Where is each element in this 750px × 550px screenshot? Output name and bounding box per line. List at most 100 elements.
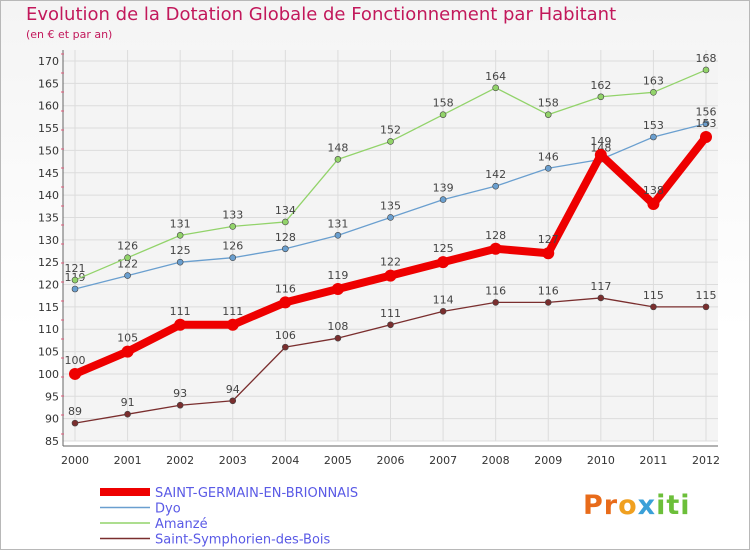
data-point xyxy=(597,294,605,302)
data-point xyxy=(387,321,394,329)
data-label: 142 xyxy=(485,168,506,181)
data-label: 116 xyxy=(538,284,559,297)
data-label: 115 xyxy=(696,289,717,302)
data-point xyxy=(650,88,657,96)
data-point xyxy=(702,66,710,74)
data-label: 126 xyxy=(117,240,138,253)
x-tick-label: 2011 xyxy=(639,454,667,467)
data-label: 116 xyxy=(485,284,506,297)
data-label: 158 xyxy=(538,97,559,110)
data-label: 134 xyxy=(275,204,296,217)
data-label: 91 xyxy=(121,396,135,409)
data-label: 135 xyxy=(380,199,401,212)
y-tick-label: 155 xyxy=(38,122,59,135)
data-point xyxy=(439,196,447,203)
data-point xyxy=(544,111,552,118)
data-point xyxy=(124,254,131,262)
data-point xyxy=(334,232,342,239)
data-point xyxy=(71,276,79,284)
data-point xyxy=(176,401,184,409)
data-point xyxy=(282,343,289,351)
data-point xyxy=(124,410,131,418)
data-label: 111 xyxy=(222,305,243,318)
x-tick-label: 2009 xyxy=(534,454,562,467)
x-tick-label: 2007 xyxy=(429,454,457,467)
data-point xyxy=(492,299,499,306)
data-label: 126 xyxy=(222,240,243,253)
data-point xyxy=(282,245,289,253)
data-point xyxy=(229,254,237,262)
data-label: 153 xyxy=(696,117,717,130)
y-tick-label: 90 xyxy=(45,413,59,426)
data-point xyxy=(334,334,342,342)
data-point xyxy=(702,303,710,311)
y-tick-label: 160 xyxy=(38,100,59,113)
legend-label: Dyo xyxy=(155,502,181,517)
data-point xyxy=(492,84,499,92)
x-tick-label: 2005 xyxy=(324,454,352,467)
y-tick-label: 120 xyxy=(38,279,59,292)
data-point xyxy=(124,272,131,279)
x-tick-label: 2003 xyxy=(219,454,247,467)
data-point xyxy=(492,182,499,190)
legend-label: Saint-Symphorien-des-Bois xyxy=(155,533,331,548)
data-point xyxy=(71,419,79,427)
data-label: 152 xyxy=(380,123,401,136)
data-point xyxy=(439,111,447,118)
data-label: 164 xyxy=(485,70,506,83)
data-label: 122 xyxy=(117,258,138,271)
data-point xyxy=(594,148,607,161)
data-label: 89 xyxy=(68,405,82,418)
data-point xyxy=(384,269,397,282)
data-label: 100 xyxy=(65,354,86,367)
data-point xyxy=(700,131,712,143)
data-label: 117 xyxy=(590,280,611,293)
data-point xyxy=(544,164,552,172)
data-label: 119 xyxy=(327,269,348,282)
data-label: 168 xyxy=(696,52,717,65)
data-label: 131 xyxy=(170,217,191,230)
data-point xyxy=(650,133,657,141)
data-point xyxy=(387,138,394,145)
data-point xyxy=(282,218,289,226)
legend-label: SAINT-GERMAIN-EN-BRIONNAIS xyxy=(155,486,358,501)
data-label: 127 xyxy=(538,233,559,246)
y-tick-label: 130 xyxy=(38,234,59,247)
data-point xyxy=(229,223,237,230)
data-label: 116 xyxy=(275,282,296,295)
x-tick-label: 2010 xyxy=(587,454,615,467)
x-tick-label: 2001 xyxy=(114,454,142,467)
y-tick-label: 135 xyxy=(38,211,59,224)
y-tick-label: 145 xyxy=(38,167,59,180)
data-label: 139 xyxy=(433,182,454,195)
data-label: 158 xyxy=(433,97,454,110)
y-tick-label: 150 xyxy=(38,144,59,157)
y-tick-label: 85 xyxy=(45,435,59,448)
data-label: 125 xyxy=(433,242,454,255)
data-point xyxy=(69,367,81,380)
data-label: 153 xyxy=(643,119,664,132)
data-point xyxy=(437,256,450,269)
y-tick-label: 100 xyxy=(38,368,59,381)
x-tick-label: 2008 xyxy=(482,454,510,467)
data-label: 105 xyxy=(117,332,138,345)
data-point xyxy=(439,308,447,315)
data-point xyxy=(176,232,184,239)
chart-subtitle: (en € et par an) xyxy=(26,28,113,41)
data-point xyxy=(489,242,502,255)
data-point xyxy=(279,296,292,309)
y-tick-label: 140 xyxy=(38,189,59,202)
data-label: 156 xyxy=(696,106,717,119)
data-label: 115 xyxy=(643,289,664,302)
data-label: 108 xyxy=(327,320,348,333)
data-point xyxy=(597,93,605,101)
y-tick-label: 110 xyxy=(38,323,59,336)
proxiti-logo: Proxiti xyxy=(583,490,691,521)
data-label: 121 xyxy=(65,262,86,275)
data-label: 128 xyxy=(485,229,506,242)
data-label: 163 xyxy=(643,74,664,87)
y-tick-label: 165 xyxy=(38,77,59,90)
y-tick-label: 125 xyxy=(38,256,59,269)
y-tick-label: 105 xyxy=(38,346,59,359)
